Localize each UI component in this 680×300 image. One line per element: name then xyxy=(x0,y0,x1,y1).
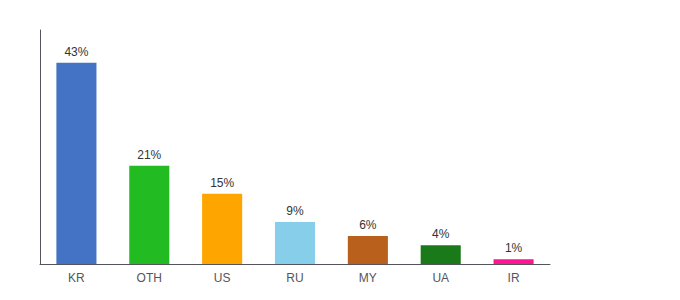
svg-text:4%: 4% xyxy=(432,227,450,241)
svg-text:KR: KR xyxy=(68,271,85,285)
svg-text:6%: 6% xyxy=(359,218,377,232)
svg-text:OTH: OTH xyxy=(137,271,162,285)
svg-text:21%: 21% xyxy=(137,148,161,162)
svg-text:RU: RU xyxy=(286,271,303,285)
svg-text:43%: 43% xyxy=(64,45,88,59)
svg-text:1%: 1% xyxy=(505,241,523,255)
svg-text:US: US xyxy=(214,271,231,285)
svg-text:IR: IR xyxy=(508,271,520,285)
svg-text:MY: MY xyxy=(359,271,377,285)
svg-text:15%: 15% xyxy=(210,176,234,190)
svg-text:9%: 9% xyxy=(286,204,304,218)
svg-text:UA: UA xyxy=(432,271,449,285)
